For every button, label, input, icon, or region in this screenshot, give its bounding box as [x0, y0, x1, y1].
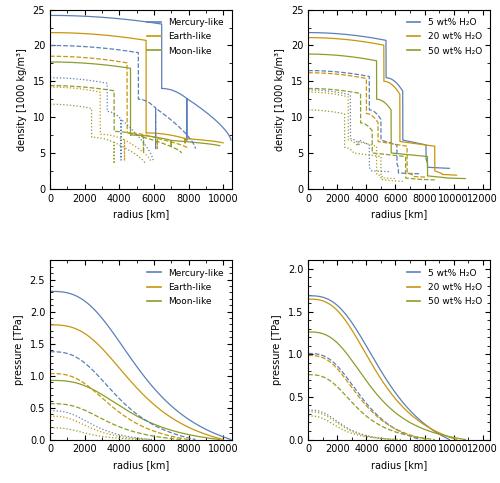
X-axis label: radius [km]: radius [km]: [113, 460, 169, 470]
Y-axis label: pressure [TPa]: pressure [TPa]: [14, 314, 24, 385]
X-axis label: radius [km]: radius [km]: [371, 460, 427, 470]
Legend: 5 wt% H₂O, 20 wt% H₂O, 50 wt% H₂O: 5 wt% H₂O, 20 wt% H₂O, 50 wt% H₂O: [403, 265, 485, 310]
Legend: 5 wt% H₂O, 20 wt% H₂O, 50 wt% H₂O: 5 wt% H₂O, 20 wt% H₂O, 50 wt% H₂O: [403, 14, 485, 59]
Y-axis label: pressure [TPa]: pressure [TPa]: [272, 314, 282, 385]
Legend: Mercury-like, Earth-like, Moon-like: Mercury-like, Earth-like, Moon-like: [144, 265, 228, 310]
Y-axis label: density [1000 kg/m³]: density [1000 kg/m³]: [276, 48, 285, 151]
Legend: Mercury-like, Earth-like, Moon-like: Mercury-like, Earth-like, Moon-like: [144, 14, 228, 59]
X-axis label: radius [km]: radius [km]: [371, 209, 427, 219]
Y-axis label: density [1000 kg/m³]: density [1000 kg/m³]: [17, 48, 27, 151]
X-axis label: radius [km]: radius [km]: [113, 209, 169, 219]
